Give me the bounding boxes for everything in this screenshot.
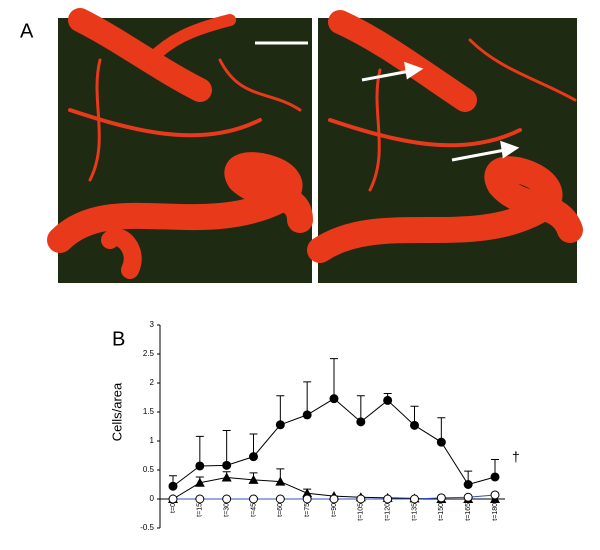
- marker: [248, 474, 259, 484]
- series-line: [172, 398, 496, 487]
- marker: [329, 494, 339, 504]
- micrograph-left: [47, 8, 313, 283]
- marker: [436, 437, 446, 447]
- x-tick-label: t=30: [224, 503, 231, 517]
- marker: [275, 476, 286, 486]
- marker: [195, 461, 205, 471]
- marker: [249, 452, 258, 462]
- marker: [222, 460, 232, 470]
- x-tick-label: t=75: [304, 503, 311, 517]
- y-tick-label: 0.5: [143, 465, 155, 474]
- marker: [168, 494, 178, 504]
- marker: [221, 472, 232, 482]
- y-tick-label: 1: [150, 436, 155, 445]
- error-bar: [303, 381, 312, 415]
- x-tick-label: t=60: [277, 503, 284, 517]
- x-tick-label: t=120: [385, 503, 392, 521]
- error-bar: [330, 358, 338, 399]
- marker: [356, 494, 366, 504]
- error-bar: [222, 430, 231, 466]
- x-tick-label: t=45: [250, 503, 257, 517]
- y-axis-label: Cells/area: [109, 382, 124, 441]
- marker: [463, 492, 473, 502]
- y-tick-label: 3: [150, 320, 155, 329]
- marker: [302, 410, 312, 420]
- marker: [410, 420, 419, 430]
- panel-label: A: [20, 20, 34, 42]
- y-tick-label: 2.5: [143, 349, 155, 358]
- y-tick-label: 2: [150, 378, 155, 387]
- marker: [383, 494, 393, 504]
- y-tick-label: 1.5: [143, 407, 155, 416]
- marker: [194, 477, 205, 487]
- marker: [356, 417, 366, 427]
- error-bar: [195, 435, 204, 466]
- x-tick-label: t=165: [465, 503, 472, 521]
- marker: [329, 394, 339, 404]
- x-tick-label: t=180: [492, 503, 499, 521]
- x-tick-label: t=135: [411, 503, 418, 521]
- marker: [302, 488, 313, 498]
- marker: [222, 494, 232, 504]
- panel-label: B: [112, 328, 125, 350]
- x-tick-label: t=90: [331, 503, 338, 517]
- marker: [383, 395, 393, 405]
- marker: [275, 420, 285, 430]
- marker: [168, 481, 178, 491]
- marker: [490, 472, 500, 482]
- micrograph-right: [307, 10, 583, 283]
- marker: [490, 490, 500, 500]
- x-tick-label: t=0: [170, 503, 177, 513]
- marker: [436, 493, 446, 503]
- annotation: †: [512, 449, 520, 465]
- marker: [410, 494, 419, 504]
- y-tick-label: 0: [150, 494, 155, 503]
- marker: [195, 494, 205, 504]
- marker: [275, 494, 285, 504]
- x-tick-label: t=150: [438, 503, 445, 521]
- x-tick-label: t=15: [197, 503, 204, 517]
- y-tick-label: -0.5: [140, 523, 154, 532]
- marker: [463, 480, 473, 489]
- marker: [249, 494, 258, 504]
- x-tick-label: t=105: [358, 503, 365, 521]
- error-bar: [276, 395, 285, 425]
- marker: [302, 494, 312, 504]
